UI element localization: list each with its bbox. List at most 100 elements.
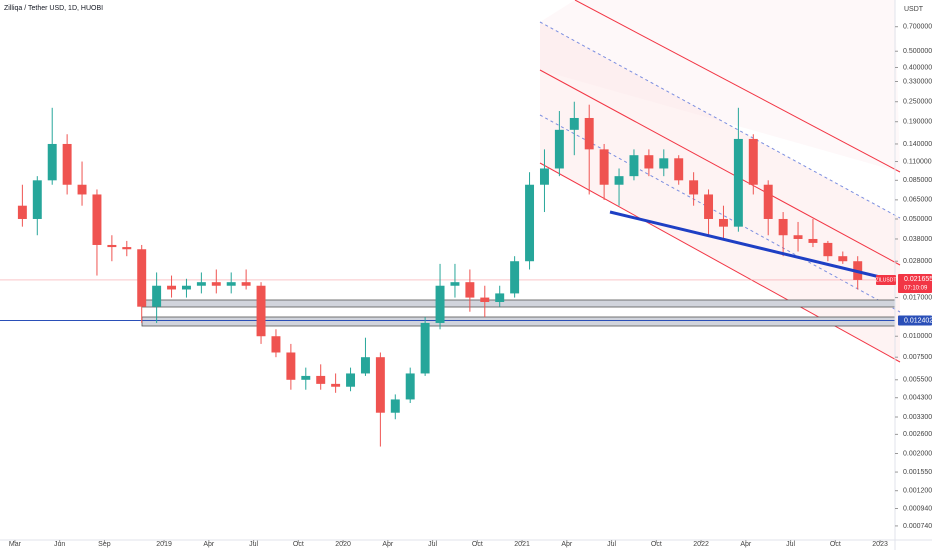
candle-body [644,155,654,169]
candle-body [778,218,788,236]
candle-body [614,176,624,185]
y-tick-label: 0.028000 [903,258,932,265]
x-tick-label: Jul [428,541,437,548]
candle-body [569,117,579,130]
candle-body [554,129,564,169]
horizontal-line-tag [898,315,932,326]
candle-body [301,375,311,380]
candle-body [286,352,296,380]
x-tick-label: 2019 [156,541,172,548]
candle-body [704,194,714,219]
x-tick-label: Apr [740,541,752,548]
plot [0,101,895,447]
y-tick-label: 0.085000 [903,177,932,184]
y-tick-label: 0.038000 [903,236,932,243]
candle-body [599,149,609,185]
candle-body [62,143,72,185]
support-zone [141,299,896,308]
channel-mid [539,21,901,219]
last-price-label: 0.021655 [904,276,932,283]
candle-body [823,242,833,257]
channel-fill [540,22,900,362]
y-tick-label: 0.110000 [903,158,932,165]
y-tick-label: 0.050000 [903,216,932,223]
candle-body [689,180,699,195]
candle-body [346,373,356,387]
countdown-label: 07:10:09 [904,286,928,292]
x-tick-label: Mar [9,541,22,548]
candle-body [92,194,102,245]
candle-body [793,235,803,239]
candle-body [226,282,236,286]
drawings [141,0,901,363]
candle-body [763,184,773,219]
x-tick-label: Oct [651,541,662,548]
x-tick-label: Oct [472,541,483,548]
candle-body [733,138,743,227]
channel-line [574,0,901,173]
y-tick-label: 0.005500 [903,377,932,384]
candle-body [47,143,57,181]
candle-body [838,256,848,262]
support-zone [141,316,896,327]
y-tick-label: 0.330000 [903,78,932,85]
candle-body [629,155,639,177]
y-tick-label: 0.500000 [903,48,932,55]
candle-body [539,168,549,185]
last-price-tag [898,273,932,293]
y-tick-label: 0.250000 [903,99,932,106]
x-tick-label: Oct [293,541,304,548]
y-tick-label: 0.065000 [903,197,932,204]
y-tick-label: 0.003300 [903,414,932,421]
candle-body [584,117,594,150]
candle-body [420,322,430,374]
candle-body [122,247,132,250]
candle-body [211,282,221,286]
candle-body [137,249,147,307]
candle-body [107,244,117,248]
y-tick-label: 0.004300 [903,395,932,402]
horizontal-line-label: 0.012402 [904,317,932,324]
candle-body [360,357,370,374]
axis-unit: USDT [904,6,924,13]
channel-line [539,69,901,266]
y-tick-label: 0.190000 [903,119,932,126]
x-tick-label: Jul [607,541,616,548]
x-tick-label: Apr [561,541,573,548]
candle-body [405,373,415,400]
y-tick-label: 0.017000 [903,294,932,301]
y-tick-label: 0.140000 [903,141,932,148]
channel-fill [540,0,900,172]
channel-mid [539,114,901,313]
x-tick-label: Jun [54,541,65,548]
candle-body [465,282,475,298]
y-tick-label: 0.700000 [903,24,932,31]
x-tick-label: 2022 [693,541,709,548]
x-tick-label: Oct [830,541,841,548]
candle-body [659,158,669,169]
candle-body [196,282,206,286]
chart-title: Zilliqa / Tether USD, 1D, HUOBI [4,5,103,12]
y-tick-label: 0.000740 [903,523,932,530]
candle-body [77,184,87,195]
y-tick-label: 0.007500 [903,354,932,361]
x-tick-label: Sep [98,541,111,548]
candle-body [748,138,758,185]
y-tick-label: 0.002000 [903,450,932,457]
candle-body [152,285,162,307]
x-tick-label: Jul [249,541,258,548]
x-tick-label: Apr [382,541,394,548]
candle-body [525,184,535,262]
candle-body [241,282,251,286]
trend-line [609,210,881,279]
y-tick-label: 0.002600 [903,431,932,438]
x-tick-label: 2021 [514,541,530,548]
symbol-tag [876,274,896,285]
candle-body [375,357,385,413]
candle-body [17,205,27,219]
x-tick-label: Jul [786,541,795,548]
candle-body [316,375,326,384]
candle-body [718,218,728,227]
candle-body [331,383,341,387]
